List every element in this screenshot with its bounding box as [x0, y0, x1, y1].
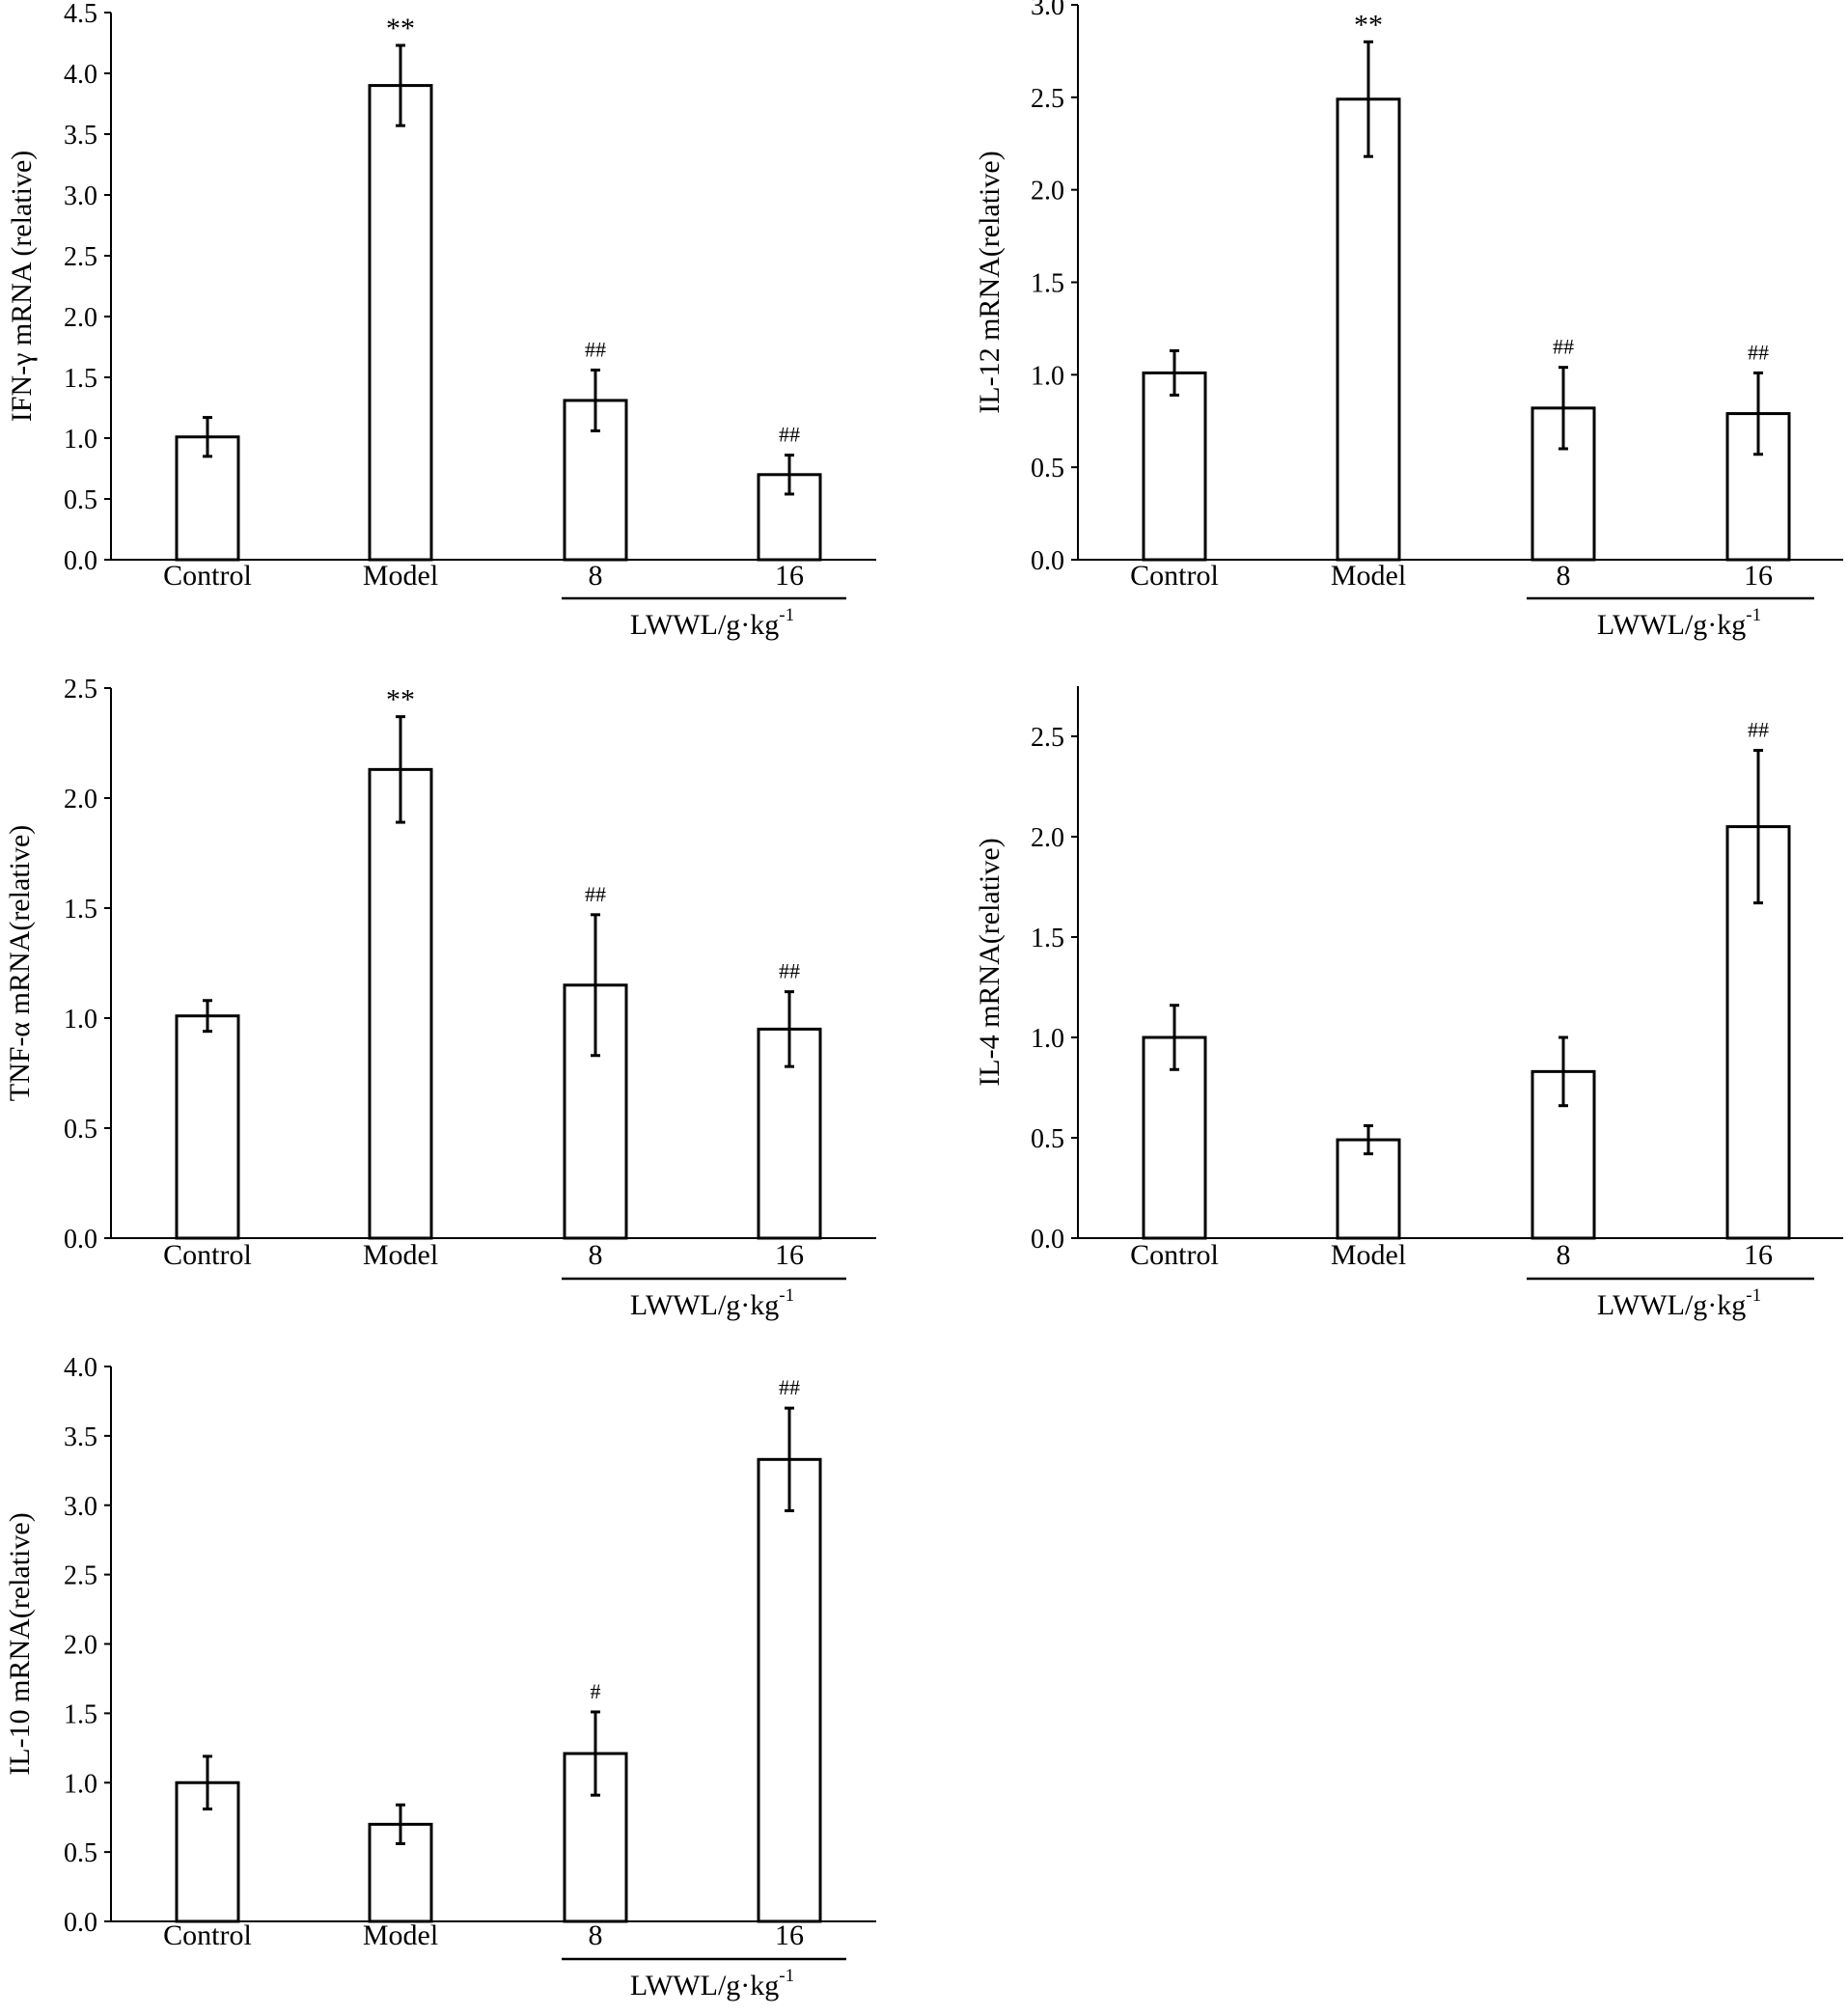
y-tick-label: 1.5: [64, 1699, 97, 1729]
category-label: 8: [1557, 1239, 1571, 1271]
y-tick-label: 2.5: [1031, 723, 1064, 753]
bar-control: [175, 1014, 240, 1240]
y-tick-label: 0.5: [1031, 454, 1064, 483]
chart-il-4: 0.0 0.5 1.0 1.5 2.0 2.5 IL-4 mRNA(relative) Con…: [974, 686, 1843, 1321]
y-tick-label: 0.5: [1031, 1124, 1064, 1154]
category-label: Control: [163, 1919, 252, 1951]
bar-control: [1142, 371, 1207, 562]
category-label: 16: [775, 1239, 804, 1271]
y-tick-label: 0.0: [1031, 546, 1064, 576]
bar-model: [1336, 97, 1401, 562]
y-tick-label: 2.0: [1031, 823, 1064, 853]
category-label: 16: [1744, 560, 1773, 592]
y-tick-label: 2.5: [1031, 84, 1064, 114]
group-label: LWWL/g·kg-1: [630, 1285, 794, 1321]
y-tick-label: 0.0: [64, 546, 97, 576]
significance-mark: ##: [779, 1375, 800, 1399]
significance-mark: **: [1354, 9, 1383, 41]
y-tick-label: 3.5: [64, 1422, 97, 1452]
y-tick-label: 1.0: [1031, 361, 1064, 391]
group-label: LWWL/g·kg-1: [630, 1966, 794, 2001]
category-label: 16: [775, 560, 804, 592]
group-label-superscript: -1: [779, 1966, 794, 1986]
y-tick-label: 1.0: [64, 1769, 97, 1799]
y-tick-label: 0.0: [1031, 1225, 1064, 1255]
group-label: LWWL/g·kg-1: [1597, 605, 1761, 641]
chart-il-10: 0.0 0.5 1.0 1.5 2.0 2.5 3.0 3.5 4.0 IL-10 mRNA(re…: [4, 1353, 876, 2001]
category-label: Model: [1331, 1239, 1406, 1271]
bar-model: [368, 84, 433, 562]
y-tick-label: 2.5: [64, 675, 97, 704]
significance-mark: ##: [779, 959, 800, 983]
y-tick-label: 0.5: [64, 1838, 97, 1868]
y-tick-label: 1.0: [64, 425, 97, 455]
chart-il-12: 0.0 0.5 1.0 1.5 2.0 2.5 3.0 IL-12 mRNA(relative…: [974, 0, 1843, 641]
y-tick-label: 2.0: [1031, 177, 1064, 207]
y-tick-label: 1.0: [1031, 1024, 1064, 1054]
significance-mark: ##: [585, 337, 606, 361]
y-axis-label: IL-10 mRNA(relative): [4, 1512, 36, 1775]
bar-8: [563, 1752, 628, 1923]
category-label: 8: [589, 1239, 603, 1271]
significance-mark: ##: [585, 882, 606, 906]
bar-model: [1336, 1138, 1401, 1240]
category-label: 8: [589, 560, 603, 592]
group-label-superscript: -1: [779, 1285, 794, 1306]
category-label: Model: [1331, 560, 1406, 592]
y-tick-label: 0.5: [64, 1115, 97, 1145]
group-label-superscript: -1: [1746, 605, 1761, 625]
y-tick-label: 1.5: [64, 895, 97, 925]
y-tick-label: 0.5: [64, 485, 97, 515]
significance-mark: **: [386, 13, 415, 44]
y-tick-label: 3.0: [64, 181, 97, 211]
y-axis-label: TNF-α mRNA(relative): [4, 825, 36, 1101]
bar-model: [368, 767, 433, 1240]
y-tick-label: 0.0: [64, 1225, 97, 1255]
y-tick-label: 3.5: [64, 121, 97, 151]
chart-ifn-gamma: 0.0 0.5 1.0 1.5 2.0 2.5 3.0 3.5 4.0 4.5 IFN-γ mRNA…: [6, 0, 876, 641]
category-label: Control: [1130, 1239, 1219, 1271]
significance-mark: #: [591, 1679, 601, 1703]
y-tick-label: 2.5: [64, 242, 97, 272]
y-tick-label: 3.0: [64, 1492, 97, 1522]
group-label-superscript: -1: [1746, 1285, 1761, 1306]
significance-mark: **: [386, 684, 415, 716]
category-label: 8: [1557, 560, 1571, 592]
group-label: LWWL/g·kg-1: [1597, 1285, 1761, 1321]
category-label: 8: [589, 1919, 603, 1951]
group-label: LWWL/g·kg-1: [630, 605, 794, 641]
significance-mark: ##: [1748, 340, 1769, 364]
y-tick-label: 4.5: [64, 0, 97, 29]
y-tick-label: 4.0: [64, 1353, 97, 1383]
y-tick-label: 3.0: [1031, 0, 1064, 21]
category-label: 16: [775, 1919, 804, 1951]
category-label: Control: [163, 560, 252, 592]
y-tick-label: 1.5: [1031, 269, 1064, 299]
category-label: Model: [363, 560, 438, 592]
category-label: Control: [163, 1239, 252, 1271]
category-label: Model: [363, 1919, 438, 1951]
significance-mark: ##: [779, 423, 800, 447]
category-label: 16: [1744, 1239, 1773, 1271]
group-label-superscript: -1: [779, 605, 794, 625]
significance-mark: ##: [1748, 718, 1769, 742]
y-tick-label: 0.0: [64, 1908, 97, 1938]
y-tick-label: 1.0: [64, 1005, 97, 1035]
y-tick-label: 1.5: [1031, 924, 1064, 953]
chart-tnf-alpha: 0.0 0.5 1.0 1.5 2.0 2.5 TNF-α mRNA(relative) Co…: [4, 675, 876, 1321]
category-label: Control: [1130, 560, 1219, 592]
significance-mark: ##: [1553, 335, 1574, 359]
bar-16: [757, 1457, 822, 1923]
y-tick-label: 2.0: [64, 1631, 97, 1661]
y-tick-label: 2.0: [64, 303, 97, 333]
y-tick-label: 2.5: [64, 1561, 97, 1591]
y-axis-label: IL-12 mRNA(relative): [974, 151, 1006, 413]
y-axis-label: IL-4 mRNA(relative): [974, 838, 1006, 1086]
y-tick-label: 4.0: [64, 60, 97, 90]
y-tick-label: 2.0: [64, 785, 97, 814]
y-tick-label: 1.5: [64, 364, 97, 394]
y-axis-label: IFN-γ mRNA (relative): [6, 151, 38, 423]
category-label: Model: [363, 1239, 438, 1271]
